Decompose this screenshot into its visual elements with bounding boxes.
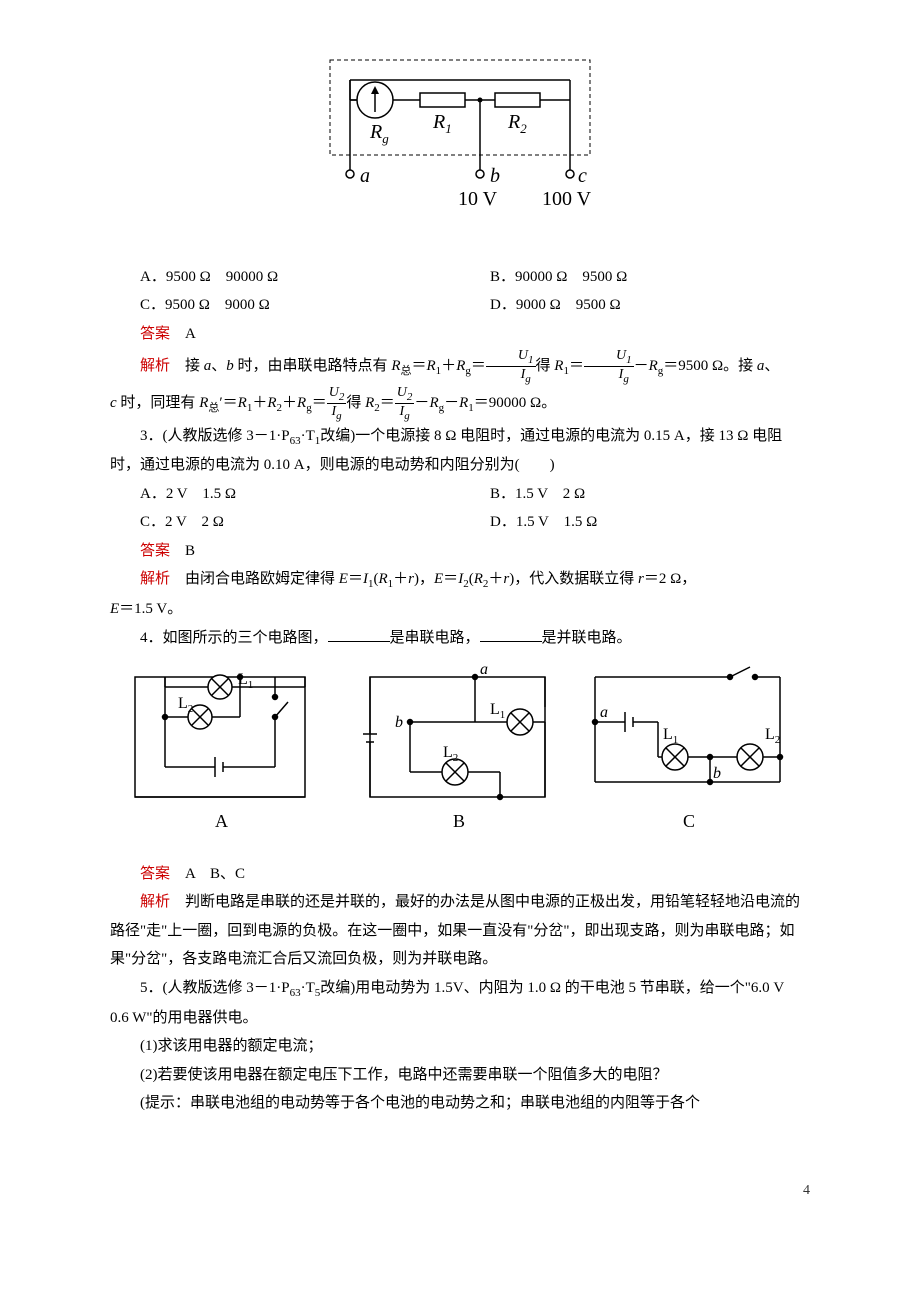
q2-options-row2: C．9500 Ω 9000 Ω D．9000 Ω 9500 Ω [110, 291, 810, 320]
q2-optC: C．9500 Ω 9000 Ω [110, 291, 460, 320]
q2-explain-1: 解析 接 a、b 时，由串联电路特点有 R总＝R1＋Rg＝U1Ig得 R1＝U1… [110, 348, 810, 385]
q3-options-row1: A．2 V 1.5 Ω B．1.5 V 2 Ω [110, 480, 810, 509]
q5-p2: (2)若要使该用电器在额定电压下工作，电路中还需要串联一个阻值多大的电阻？ [110, 1061, 810, 1090]
q2-explain-2: c 时，同理有 R总′＝R1＋R2＋Rg＝U2Ig得 R2＝U2Ig－Rg－R1… [110, 385, 810, 422]
blank-1 [328, 624, 390, 642]
q4-answer: 答案 A B、C [110, 860, 810, 889]
svg-text:a: a [480, 662, 488, 678]
svg-text:A: A [215, 811, 228, 831]
answer-label: 答案 [140, 326, 170, 342]
svg-text:10 V: 10 V [458, 188, 498, 210]
svg-text:Rg: Rg [369, 121, 389, 146]
q2-circuit-svg: Rg R1 R2 a b c 10 V 100 V [310, 50, 610, 240]
q4-stem: 4．如图所示的三个电路图，是串联电路，是并联电路。 [110, 624, 810, 653]
svg-text:100 V: 100 V [542, 188, 592, 210]
q5-stem: 5．(人教版选修 3－1·P63·T5改编)用电动势为 1.5V、内阻为 1.0… [110, 974, 810, 1032]
q3-stem: 3．(人教版选修 3－1·P63·T1改编)一个电源接 8 Ω 电阻时，通过电源… [110, 422, 810, 480]
q2-answer: 答案 A [110, 320, 810, 349]
q4-circuits-svg: L1 L2 A a b L1 L2 B [120, 662, 800, 837]
q3-optD: D．1.5 V 1.5 Ω [460, 508, 810, 537]
page-number: 4 [110, 1178, 810, 1205]
svg-text:L2: L2 [765, 726, 780, 746]
svg-text:b: b [395, 714, 403, 731]
answer-label: 答案 [140, 866, 170, 882]
q5-p1: (1)求该用电器的额定电流； [110, 1032, 810, 1061]
q2-optA: A．9500 Ω 90000 Ω [110, 263, 460, 292]
q2-options-row1: A．9500 Ω 90000 Ω B．90000 Ω 9500 Ω [110, 263, 810, 292]
svg-text:R1: R1 [432, 111, 452, 136]
explain-label: 解析 [140, 571, 170, 587]
svg-text:B: B [453, 811, 465, 831]
svg-text:L1: L1 [490, 701, 505, 721]
svg-text:b: b [713, 765, 721, 782]
q3-optA: A．2 V 1.5 Ω [110, 480, 460, 509]
answer-label: 答案 [140, 543, 170, 559]
q3-options-row2: C．2 V 2 Ω D．1.5 V 1.5 Ω [110, 508, 810, 537]
svg-text:L2: L2 [178, 695, 193, 715]
q3-explain-1: 解析 由闭合电路欧姆定律得 E＝I1(R1＋r)，E＝I2(R2＋r)，代入数据… [110, 565, 810, 595]
svg-text:L1: L1 [663, 726, 678, 746]
svg-text:C: C [683, 811, 695, 831]
q3-optB: B．1.5 V 2 Ω [460, 480, 810, 509]
q5-p3: (提示：串联电池组的电动势等于各个电池的电动势之和；串联电池组的内阻等于各个 [110, 1089, 810, 1118]
q2-optB: B．90000 Ω 9500 Ω [460, 263, 810, 292]
blank-2 [480, 624, 542, 642]
q3-optC: C．2 V 2 Ω [110, 508, 460, 537]
explain-label: 解析 [140, 894, 170, 910]
q4-figures: L1 L2 A a b L1 L2 B [110, 662, 810, 848]
svg-text:a: a [360, 165, 370, 187]
q3-answer: 答案 B [110, 537, 810, 566]
explain-label: 解析 [140, 358, 170, 374]
svg-text:b: b [490, 165, 500, 187]
q2-optD: D．9000 Ω 9500 Ω [460, 291, 810, 320]
q4-explain: 解析 判断电路是串联的还是并联的，最好的办法是从图中电源的正极出发，用铅笔轻轻地… [110, 888, 810, 974]
q2-figure: Rg R1 R2 a b c 10 V 100 V [110, 50, 810, 251]
svg-text:R2: R2 [507, 111, 527, 136]
svg-text:a: a [600, 704, 608, 721]
svg-text:c: c [578, 165, 587, 187]
q3-explain-2: E＝1.5 V。 [110, 595, 810, 624]
